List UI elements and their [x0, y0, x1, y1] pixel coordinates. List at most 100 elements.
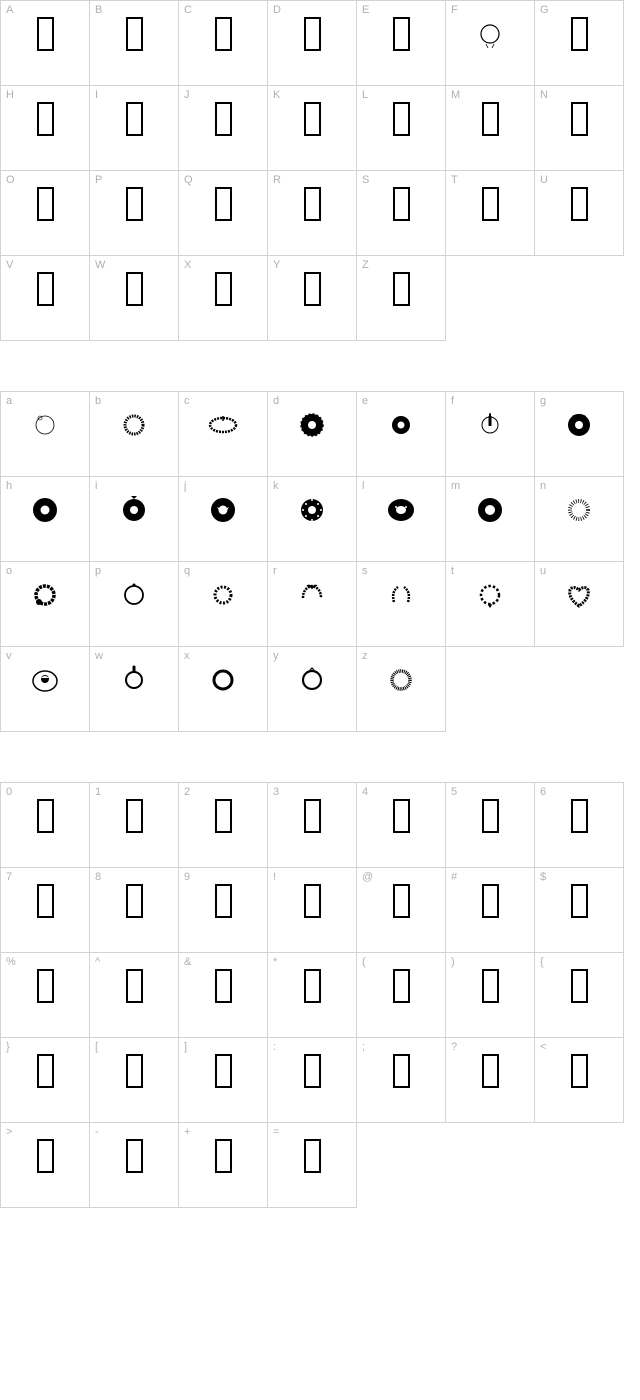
- glyph-cell[interactable]: *: [267, 952, 357, 1038]
- glyph-cell[interactable]: Y: [267, 255, 357, 341]
- glyph-cell[interactable]: i: [89, 476, 179, 562]
- glyph-cell[interactable]: A: [0, 0, 90, 86]
- glyph-cell[interactable]: 6: [534, 782, 624, 868]
- glyph-cell[interactable]: h: [0, 476, 90, 562]
- missing-glyph-icon: [126, 884, 143, 918]
- glyph-cell[interactable]: j: [178, 476, 268, 562]
- glyph-preview: [179, 1, 267, 85]
- glyph-cell[interactable]: a: [0, 391, 90, 477]
- glyph-cell[interactable]: H: [0, 85, 90, 171]
- glyph-cell[interactable]: O: [0, 170, 90, 256]
- glyph-cell[interactable]: <: [534, 1037, 624, 1123]
- glyph-cell[interactable]: N: [534, 85, 624, 171]
- glyph-cell[interactable]: t: [445, 561, 535, 647]
- glyph-cell[interactable]: 9: [178, 867, 268, 953]
- glyph-cell[interactable]: y: [267, 646, 357, 732]
- glyph-cell[interactable]: Z: [356, 255, 446, 341]
- glyph-cell[interactable]: ): [445, 952, 535, 1038]
- glyph-cell[interactable]: C: [178, 0, 268, 86]
- glyph-cell[interactable]: P: [89, 170, 179, 256]
- glyph-cell[interactable]: w: [89, 646, 179, 732]
- glyph-cell[interactable]: =: [267, 1122, 357, 1208]
- glyph-cell[interactable]: ^: [89, 952, 179, 1038]
- glyph-cell[interactable]: 0: [0, 782, 90, 868]
- glyph-cell[interactable]: E: [356, 0, 446, 86]
- glyph-cell[interactable]: R: [267, 170, 357, 256]
- glyph-cell[interactable]: J: [178, 85, 268, 171]
- glyph-cell[interactable]: x: [178, 646, 268, 732]
- glyph-cell[interactable]: q: [178, 561, 268, 647]
- glyph-cell[interactable]: n: [534, 476, 624, 562]
- glyph-cell[interactable]: f: [445, 391, 535, 477]
- grid-row: HIJKLMN: [0, 86, 640, 171]
- glyph-cell[interactable]: b: [89, 391, 179, 477]
- glyph-cell[interactable]: S: [356, 170, 446, 256]
- glyph-cell[interactable]: c: [178, 391, 268, 477]
- glyph-cell[interactable]: D: [267, 0, 357, 86]
- glyph-cell[interactable]: L: [356, 85, 446, 171]
- glyph-cell[interactable]: #: [445, 867, 535, 953]
- glyph-cell[interactable]: v: [0, 646, 90, 732]
- missing-glyph-icon: [304, 1139, 321, 1173]
- glyph-cell[interactable]: $: [534, 867, 624, 953]
- glyph-cell[interactable]: l: [356, 476, 446, 562]
- glyph-cell[interactable]: p: [89, 561, 179, 647]
- glyph-cell[interactable]: %: [0, 952, 90, 1038]
- glyph-cell[interactable]: B: [89, 0, 179, 86]
- cell-label: E: [362, 4, 369, 16]
- glyph-cell[interactable]: K: [267, 85, 357, 171]
- glyph-cell[interactable]: &: [178, 952, 268, 1038]
- glyph-cell[interactable]: ?: [445, 1037, 535, 1123]
- glyph-cell[interactable]: {: [534, 952, 624, 1038]
- cell-label: S: [362, 174, 369, 186]
- glyph-cell[interactable]: M: [445, 85, 535, 171]
- glyph-cell[interactable]: W: [89, 255, 179, 341]
- glyph-cell[interactable]: I: [89, 85, 179, 171]
- glyph-cell[interactable]: 1: [89, 782, 179, 868]
- glyph-cell[interactable]: 5: [445, 782, 535, 868]
- glyph-cell[interactable]: 3: [267, 782, 357, 868]
- glyph-cell[interactable]: X: [178, 255, 268, 341]
- glyph-preview: [1, 392, 89, 476]
- missing-glyph-icon: [215, 102, 232, 136]
- glyph-cell[interactable]: G: [534, 0, 624, 86]
- glyph-cell[interactable]: U: [534, 170, 624, 256]
- glyph-cell[interactable]: Q: [178, 170, 268, 256]
- cell-label: %: [6, 956, 16, 968]
- glyph-cell[interactable]: r: [267, 561, 357, 647]
- glyph-cell[interactable]: g: [534, 391, 624, 477]
- glyph-cell[interactable]: o: [0, 561, 90, 647]
- glyph-cell[interactable]: 7: [0, 867, 90, 953]
- glyph-cell[interactable]: -: [89, 1122, 179, 1208]
- glyph-cell[interactable]: e: [356, 391, 446, 477]
- glyph-cell[interactable]: T: [445, 170, 535, 256]
- wreath-laurel-open-icon: [386, 580, 416, 610]
- glyph-cell[interactable]: @: [356, 867, 446, 953]
- glyph-cell[interactable]: d: [267, 391, 357, 477]
- glyph-cell[interactable]: (: [356, 952, 446, 1038]
- glyph-cell[interactable]: 8: [89, 867, 179, 953]
- wreath-leafy-icon: [208, 580, 238, 610]
- glyph-cell[interactable]: ;: [356, 1037, 446, 1123]
- glyph-cell[interactable]: s: [356, 561, 446, 647]
- glyph-cell[interactable]: >: [0, 1122, 90, 1208]
- glyph-cell[interactable]: k: [267, 476, 357, 562]
- glyph-preview: [179, 953, 267, 1037]
- glyph-cell[interactable]: V: [0, 255, 90, 341]
- glyph-cell[interactable]: ]: [178, 1037, 268, 1123]
- glyph-cell[interactable]: 2: [178, 782, 268, 868]
- glyph-cell[interactable]: 4: [356, 782, 446, 868]
- cell-label: y: [273, 650, 279, 662]
- missing-glyph-icon: [304, 102, 321, 136]
- glyph-cell[interactable]: u: [534, 561, 624, 647]
- missing-glyph-icon: [126, 102, 143, 136]
- glyph-cell[interactable]: +: [178, 1122, 268, 1208]
- glyph-cell[interactable]: z: [356, 646, 446, 732]
- cell-label: D: [273, 4, 281, 16]
- glyph-cell[interactable]: m: [445, 476, 535, 562]
- glyph-cell[interactable]: [: [89, 1037, 179, 1123]
- glyph-cell[interactable]: !: [267, 867, 357, 953]
- glyph-cell[interactable]: }: [0, 1037, 90, 1123]
- glyph-cell[interactable]: F: [445, 0, 535, 86]
- glyph-cell[interactable]: :: [267, 1037, 357, 1123]
